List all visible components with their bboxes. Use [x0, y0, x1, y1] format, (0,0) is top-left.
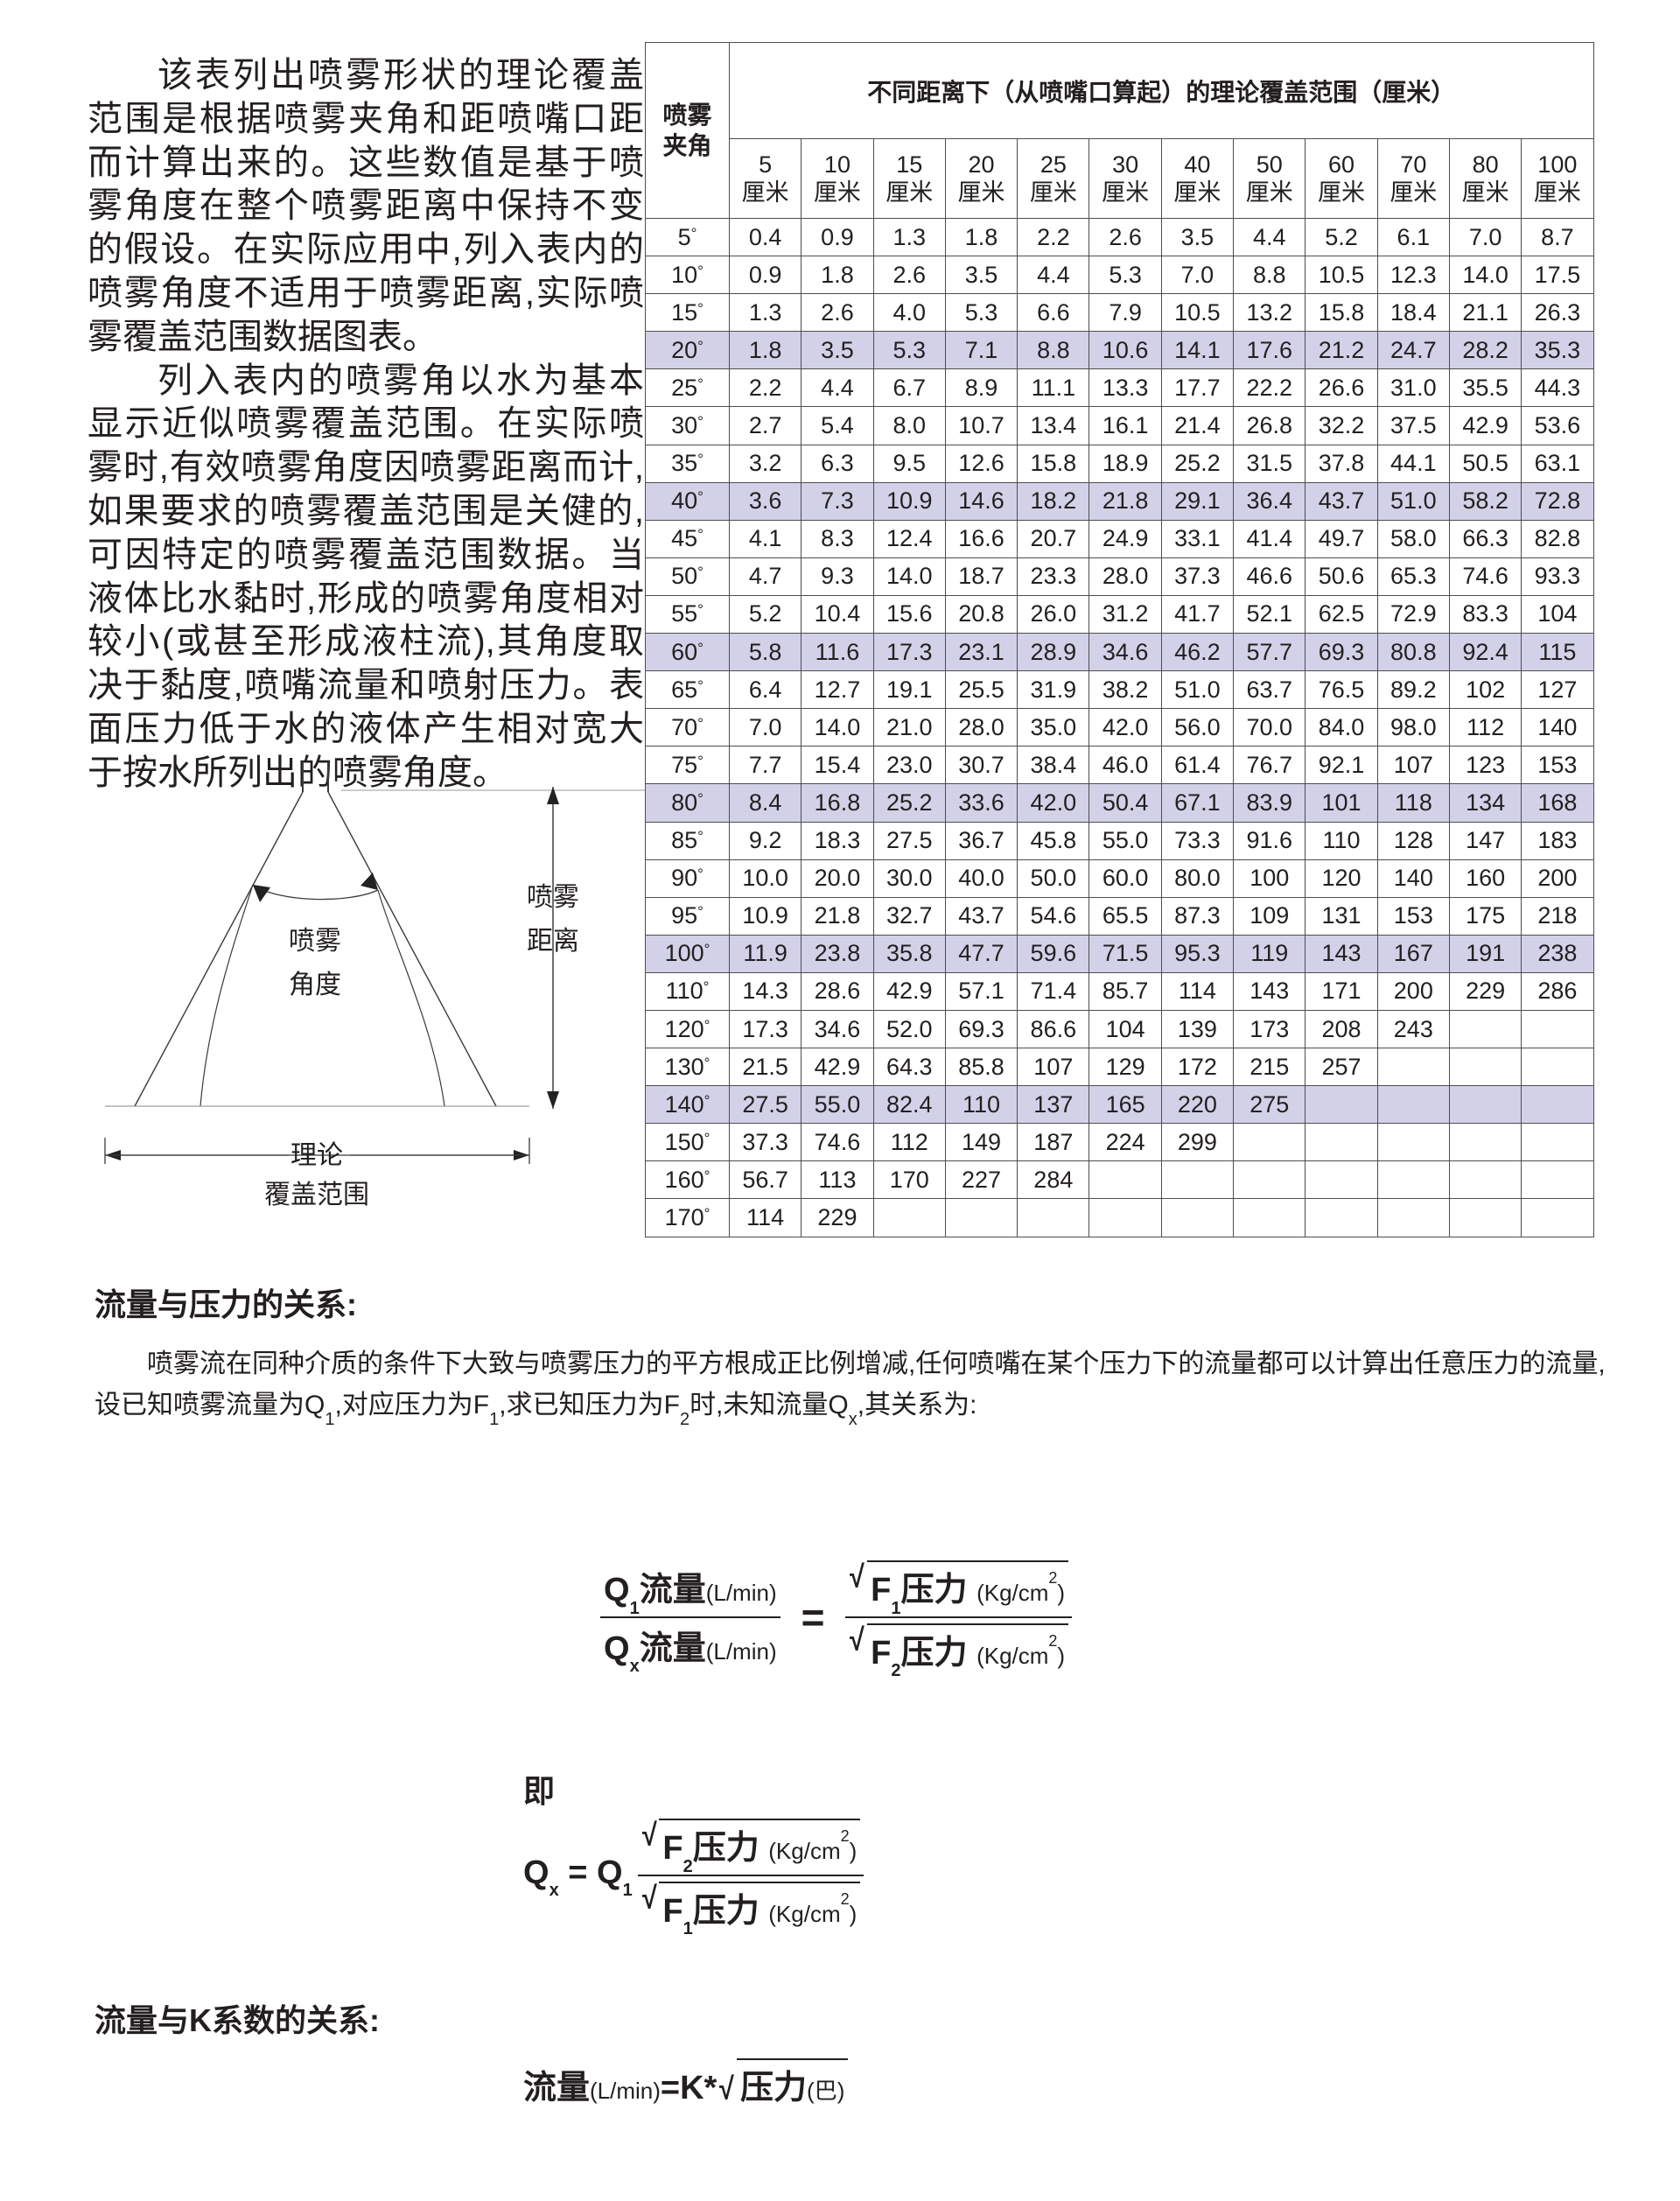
svg-text:角度: 角度 — [289, 971, 341, 999]
svg-text:喷雾: 喷雾 — [289, 927, 341, 956]
svg-text:距离: 距离 — [527, 927, 579, 956]
svg-text:覆盖范围: 覆盖范围 — [264, 1181, 369, 1209]
svg-text:理论: 理论 — [290, 1141, 343, 1170]
svg-text:喷雾: 喷雾 — [527, 883, 579, 912]
